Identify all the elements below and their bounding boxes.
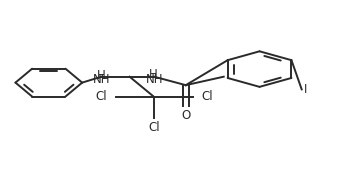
Text: NH: NH [145, 73, 163, 86]
Text: I: I [304, 83, 308, 96]
Text: O: O [181, 109, 190, 122]
Text: Cl: Cl [201, 90, 213, 103]
Text: H: H [149, 68, 158, 81]
Text: H: H [96, 69, 105, 82]
Text: Cl: Cl [148, 121, 160, 134]
Text: NH: NH [93, 73, 110, 86]
Text: Cl: Cl [95, 90, 107, 103]
